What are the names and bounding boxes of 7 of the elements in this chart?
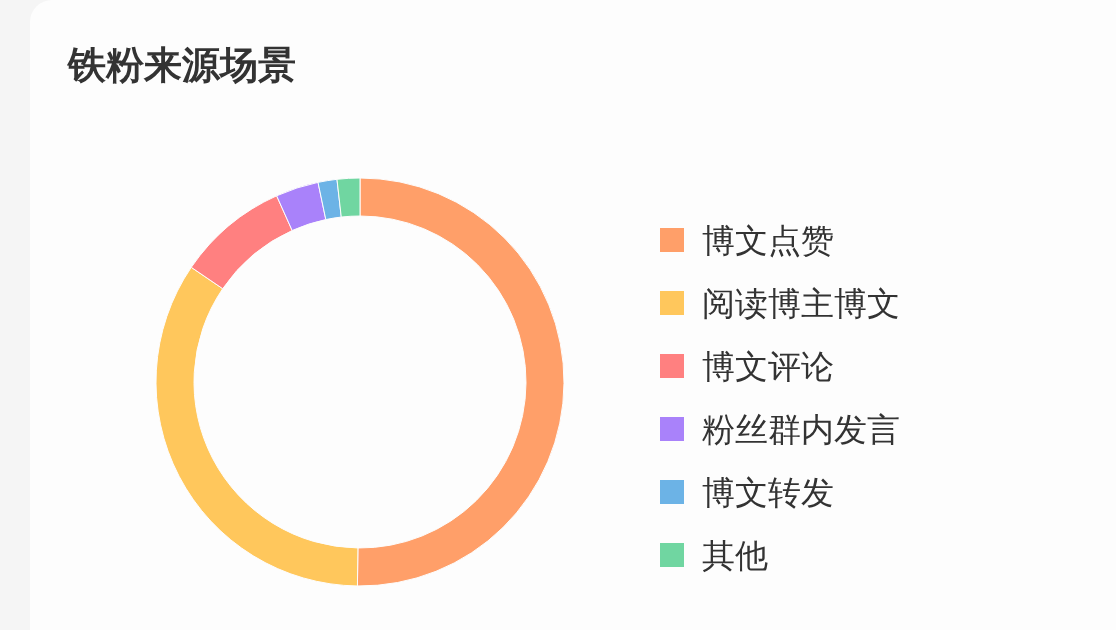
legend-label: 博文点赞	[702, 221, 834, 260]
legend-label: 其他	[702, 536, 768, 575]
chart-title: 铁粉来源场景	[66, 43, 296, 87]
legend-label: 阅读博主博文	[702, 284, 900, 323]
legend-label: 博文评论	[702, 347, 834, 386]
legend-label: 粉丝群内发言	[702, 410, 900, 449]
legend-label: 博文转发	[702, 473, 834, 512]
